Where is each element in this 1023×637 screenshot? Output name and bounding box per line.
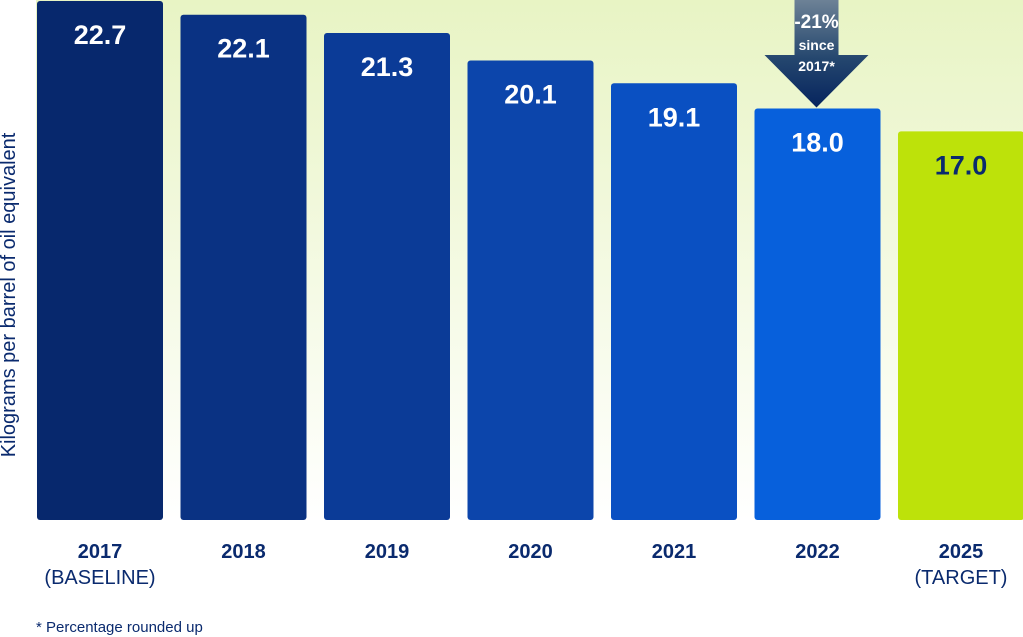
x-tick-label-2020: 2020 (508, 541, 553, 563)
x-tick-label-2018: 2018 (221, 541, 266, 563)
bar-2021 (611, 83, 737, 520)
bar-2022 (754, 108, 881, 520)
change-annotation-arrow (764, 0, 869, 108)
x-tick-label-2021: 2021 (652, 541, 697, 563)
bar-value-label-2018: 22.1 (217, 34, 270, 64)
x-tick-label-2025: 2025 (939, 541, 984, 563)
x-tick-label-2019: 2019 (365, 541, 410, 563)
bar-value-label-2025: 17.0 (935, 150, 988, 180)
bar-value-label-2020: 20.1 (504, 79, 557, 109)
bar-value-label-2019: 21.3 (361, 52, 414, 82)
annotation-text-line-3: 2017* (798, 58, 835, 74)
bar-2017 (37, 1, 163, 520)
bar-2025 (898, 131, 1023, 520)
x-tick-label-2017: 2017 (78, 541, 123, 563)
bar-value-label-2022: 18.0 (791, 127, 844, 157)
x-tick-label-2022: 2022 (795, 541, 840, 563)
annotation-text-line-1: -21% (794, 12, 838, 33)
bar-2019 (324, 33, 450, 520)
bar-value-label-2017: 22.7 (74, 20, 127, 50)
bar-2020 (467, 60, 594, 520)
bar-value-label-2021: 19.1 (648, 102, 701, 132)
bar-2018 (180, 14, 307, 521)
y-axis-label: Kilograms per barrel of oil equivalent (0, 132, 20, 457)
annotation-text-line-2: since (799, 37, 835, 53)
x-tick-sublabel-2025: (TARGET) (915, 567, 1008, 589)
x-tick-sublabel-2017: (BASELINE) (44, 567, 155, 589)
footnote: * Percentage rounded up (36, 619, 203, 636)
